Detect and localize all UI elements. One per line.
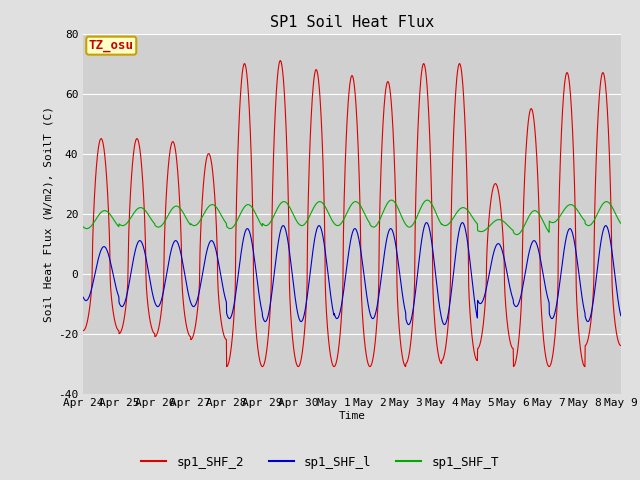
Legend: sp1_SHF_2, sp1_SHF_l, sp1_SHF_T: sp1_SHF_2, sp1_SHF_l, sp1_SHF_T [136,451,504,474]
sp1_SHF_l [585,318,593,324]
Line: sp1_SHF_T: sp1_SHF_T [83,200,621,235]
sp1_SHF_T [367,223,375,229]
sp1_SHF_T [508,227,516,233]
Title: SP1 Soil Heat Flux: SP1 Soil Heat Flux [270,15,434,30]
sp1_SHF_l [79,294,87,300]
sp1_SHF_2 [581,364,589,370]
sp1_SHF_T [513,232,521,238]
sp1_SHF_l [570,236,577,241]
sp1_SHF_T [229,224,237,230]
sp1_SHF_l [379,261,387,267]
sp1_SHF_T [379,209,387,215]
sp1_SHF_l [229,307,237,312]
Text: TZ_osu: TZ_osu [89,39,134,52]
Line: sp1_SHF_l: sp1_SHF_l [83,223,621,324]
sp1_SHF_l [617,313,625,319]
sp1_SHF_l [423,220,431,226]
sp1_SHF_2 [276,58,284,63]
Y-axis label: Soil Heat Flux (W/m2), SoilT (C): Soil Heat Flux (W/m2), SoilT (C) [44,106,54,322]
sp1_SHF_T [585,223,593,228]
sp1_SHF_2 [508,345,516,351]
sp1_SHF_2 [79,328,87,334]
sp1_SHF_2 [368,361,376,367]
sp1_SHF_2 [380,117,387,122]
sp1_SHF_T [388,197,396,203]
sp1_SHF_l [367,314,375,320]
sp1_SHF_l [509,295,516,300]
sp1_SHF_l [405,322,413,327]
X-axis label: Time: Time [339,411,365,421]
sp1_SHF_T [570,203,577,209]
sp1_SHF_T [617,220,625,226]
sp1_SHF_T [79,224,87,230]
Line: sp1_SHF_2: sp1_SHF_2 [83,60,621,367]
sp1_SHF_2 [570,150,577,156]
sp1_SHF_2 [617,343,625,348]
sp1_SHF_2 [229,325,237,331]
sp1_SHF_2 [585,334,593,339]
